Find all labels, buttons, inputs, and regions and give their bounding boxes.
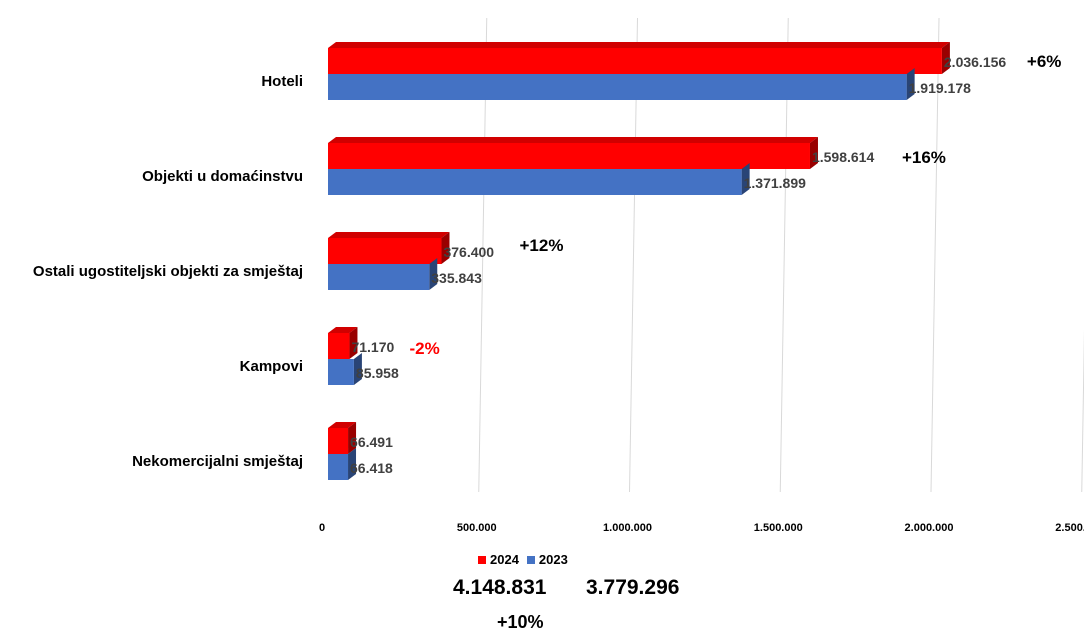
category-label: Hoteli: [261, 73, 303, 90]
total-2023: 3.779.296: [586, 576, 680, 599]
bar-top-2024: [328, 42, 950, 48]
gridline: [1081, 329, 1084, 493]
data-label-2024: 1.598.614: [812, 149, 874, 165]
bar-top-2024: [328, 422, 357, 428]
total-2024: 4.148.831: [453, 576, 547, 599]
bar-side-2023: [348, 448, 357, 480]
bar-side-2024: [809, 137, 818, 169]
x-tick-label: 1.500.000: [754, 522, 803, 534]
x-tick-label: 2.000.000: [905, 522, 954, 534]
change-label: +16%: [902, 148, 946, 167]
bar-2024: [328, 333, 350, 359]
data-label-2023: 66.418: [350, 460, 393, 476]
gridline: [930, 17, 940, 493]
category-label: Nekomercijalni smještaj: [132, 453, 303, 470]
bar-2023: [328, 359, 354, 385]
change-label: +6%: [1027, 52, 1062, 71]
bar-side-2023: [741, 163, 750, 195]
bar-2023: [328, 264, 430, 290]
data-label-2023: 85.958: [356, 365, 399, 381]
bar-2024: [328, 48, 942, 74]
legend-item-2024: 2024: [478, 552, 519, 567]
legend: 2024 2023: [478, 552, 576, 567]
x-tick-label: 0: [319, 522, 325, 534]
change-label: +12%: [519, 236, 563, 255]
data-label-2024: 66.491: [350, 434, 393, 450]
legend-swatch-2023: [526, 555, 535, 564]
bar-side-2024: [441, 232, 450, 264]
bar-side-2024: [349, 327, 358, 359]
bar-top-2024: [328, 232, 450, 238]
bar-side-2024: [941, 42, 950, 74]
total-change: +10%: [497, 612, 544, 632]
bar-2024: [328, 428, 349, 454]
bar-side-2023: [906, 68, 915, 100]
bar-2024: [328, 238, 442, 264]
data-label-2024: 376.400: [443, 244, 494, 260]
legend-label-2024: 2024: [490, 552, 519, 567]
bar-2023: [328, 169, 742, 195]
category-label: Kampovi: [240, 358, 303, 375]
data-label-2024: 2.036.156: [944, 54, 1006, 70]
bar-top-2024: [328, 137, 818, 143]
change-label: -2%: [409, 339, 439, 358]
bar-side-2023: [353, 353, 362, 385]
x-tick-label: 1.000.000: [603, 522, 652, 534]
category-label: Ostali ugostiteljski objekti za smještaj: [33, 263, 303, 280]
category-label: Objekti u domaćinstvu: [142, 168, 303, 185]
bar-2024: [328, 143, 810, 169]
x-tick-label: 2.500.000: [1055, 522, 1084, 534]
bar-2023: [328, 74, 907, 100]
bar-2023: [328, 454, 349, 480]
data-label-2023: 1.919.178: [909, 80, 971, 96]
bar-side-2023: [429, 258, 438, 290]
data-label-2024: 71.170: [351, 339, 394, 355]
x-tick-label: 500.000: [457, 522, 497, 534]
data-label-2023: 335.843: [431, 270, 482, 286]
data-label-2023: 1.371.899: [744, 175, 806, 191]
bar-top-2024: [328, 327, 358, 333]
legend-item-2023: 2023: [526, 552, 568, 567]
legend-swatch-2024: [478, 555, 486, 564]
bar-side-2024: [348, 422, 357, 454]
legend-label-2023: 2023: [538, 552, 568, 567]
